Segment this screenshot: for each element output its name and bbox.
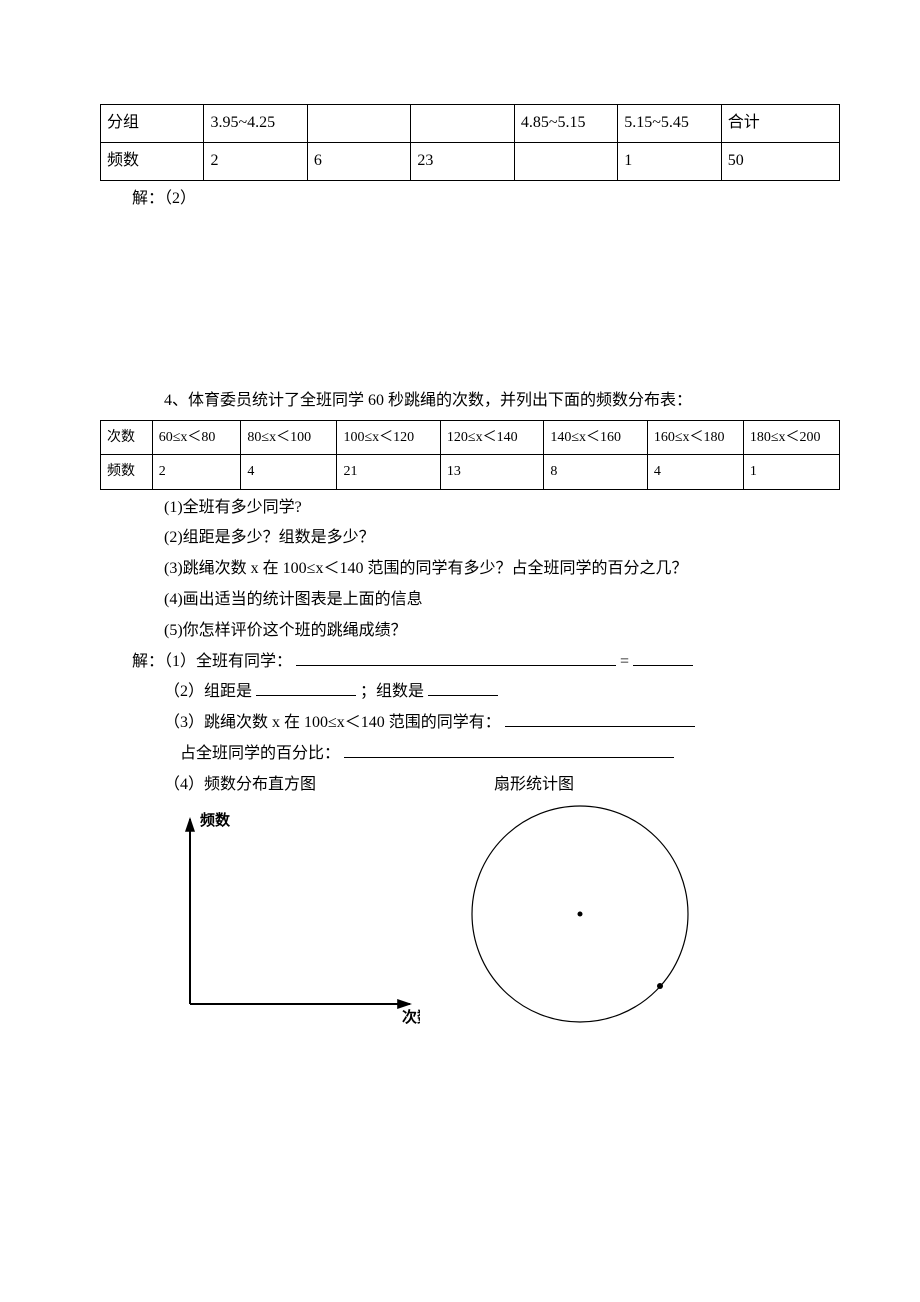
- table-row: 分组 3.95~4.25 4.85~5.15 5.15~5.45 合计: [101, 105, 840, 143]
- answer-4-pie-label: 扇形统计图: [494, 776, 574, 793]
- cell: 次数: [101, 421, 153, 455]
- svg-text:频数: 频数: [200, 811, 231, 829]
- cell: 2: [152, 455, 241, 489]
- cell: 频数: [101, 455, 153, 489]
- cell: 23: [411, 142, 514, 180]
- cell: 180≤x＜200: [743, 421, 839, 455]
- cell: 频数: [101, 142, 204, 180]
- cell: 6: [307, 142, 410, 180]
- answer-4-hist-label: （4）频数分布直方图: [164, 776, 316, 793]
- q4-item-2: (2)组距是多少？组数是多少？: [164, 524, 840, 553]
- pie-svg: [460, 804, 700, 1029]
- solution-1-label: 解：（2）: [132, 185, 840, 214]
- q4-item-3: (3)跳绳次数 x 在 100≤x＜140 范围的同学有多少？占全班同学的百分之…: [164, 555, 840, 584]
- cell: 21: [337, 455, 440, 489]
- cell: 4: [241, 455, 337, 489]
- cell: 100≤x＜120: [337, 421, 440, 455]
- cell: 50: [721, 142, 839, 180]
- histogram-chart: 频数次数: [160, 804, 420, 1035]
- blank-field[interactable]: [296, 648, 616, 666]
- cell: [514, 142, 617, 180]
- table-row: 次数 60≤x＜80 80≤x＜100 100≤x＜120 120≤x＜140 …: [101, 421, 840, 455]
- cell: 5.15~5.45: [618, 105, 721, 143]
- blank-field[interactable]: [344, 740, 674, 758]
- cell: 1: [743, 455, 839, 489]
- cell: 8: [544, 455, 647, 489]
- answer-3: （3）跳绳次数 x 在 100≤x＜140 范围的同学有：: [164, 709, 840, 738]
- cell: 2: [204, 142, 307, 180]
- cell: 120≤x＜140: [440, 421, 543, 455]
- blank-field[interactable]: [633, 648, 693, 666]
- cell: 1: [618, 142, 721, 180]
- equals-sign: =: [620, 653, 629, 670]
- blank-field[interactable]: [505, 710, 695, 728]
- answer-3b-prefix: 占全班同学的百分比：: [180, 745, 340, 762]
- answer-1-prefix: 解：（1）全班有同学：: [132, 653, 292, 670]
- answer-3b: 占全班同学的百分比：: [180, 740, 840, 769]
- cell: 4.85~5.15: [514, 105, 617, 143]
- table-row: 频数 2 6 23 1 50: [101, 142, 840, 180]
- charts-row: 频数次数: [100, 804, 840, 1040]
- svg-text:次数: 次数: [402, 1008, 420, 1024]
- cell: [411, 105, 514, 143]
- cell: 分组: [101, 105, 204, 143]
- cell: 13: [440, 455, 543, 489]
- answer-1: 解：（1）全班有同学： =: [132, 648, 840, 677]
- cell: [307, 105, 410, 143]
- pie-chart: [460, 804, 700, 1040]
- answer-2-prefix: （2）组距是: [164, 683, 252, 700]
- q4-item-4: (4)画出适当的统计图表是上面的信息: [164, 586, 840, 615]
- cell: 4: [647, 455, 743, 489]
- histogram-svg: 频数次数: [160, 804, 420, 1024]
- cell: 140≤x＜160: [544, 421, 647, 455]
- answer-4: （4）频数分布直方图 扇形统计图: [164, 771, 840, 800]
- table-frequency-1: 分组 3.95~4.25 4.85~5.15 5.15~5.45 合计 频数 2…: [100, 104, 840, 181]
- table-row: 频数 2 4 21 13 8 4 1: [101, 455, 840, 489]
- cell: 合计: [721, 105, 839, 143]
- q4-item-5: (5)你怎样评价这个班的跳绳成绩？: [164, 617, 840, 646]
- blank-field[interactable]: [256, 679, 356, 697]
- cell: 160≤x＜180: [647, 421, 743, 455]
- blank-field[interactable]: [428, 679, 498, 697]
- cell: 60≤x＜80: [152, 421, 241, 455]
- answer-3-prefix: （3）跳绳次数 x 在 100≤x＜140 范围的同学有：: [164, 714, 501, 731]
- q4-item-1: (1)全班有多少同学?: [164, 494, 840, 523]
- cell: 80≤x＜100: [241, 421, 337, 455]
- answer-2: （2）组距是 ；组数是: [164, 678, 840, 707]
- table-frequency-2: 次数 60≤x＜80 80≤x＜100 100≤x＜120 120≤x＜140 …: [100, 420, 840, 489]
- q4-intro: 4、体育委员统计了全班同学 60 秒跳绳的次数，并列出下面的频数分布表：: [164, 387, 840, 416]
- blank-work-area: [100, 215, 840, 385]
- cell: 3.95~4.25: [204, 105, 307, 143]
- answer-2-mid: ；组数是: [360, 683, 424, 700]
